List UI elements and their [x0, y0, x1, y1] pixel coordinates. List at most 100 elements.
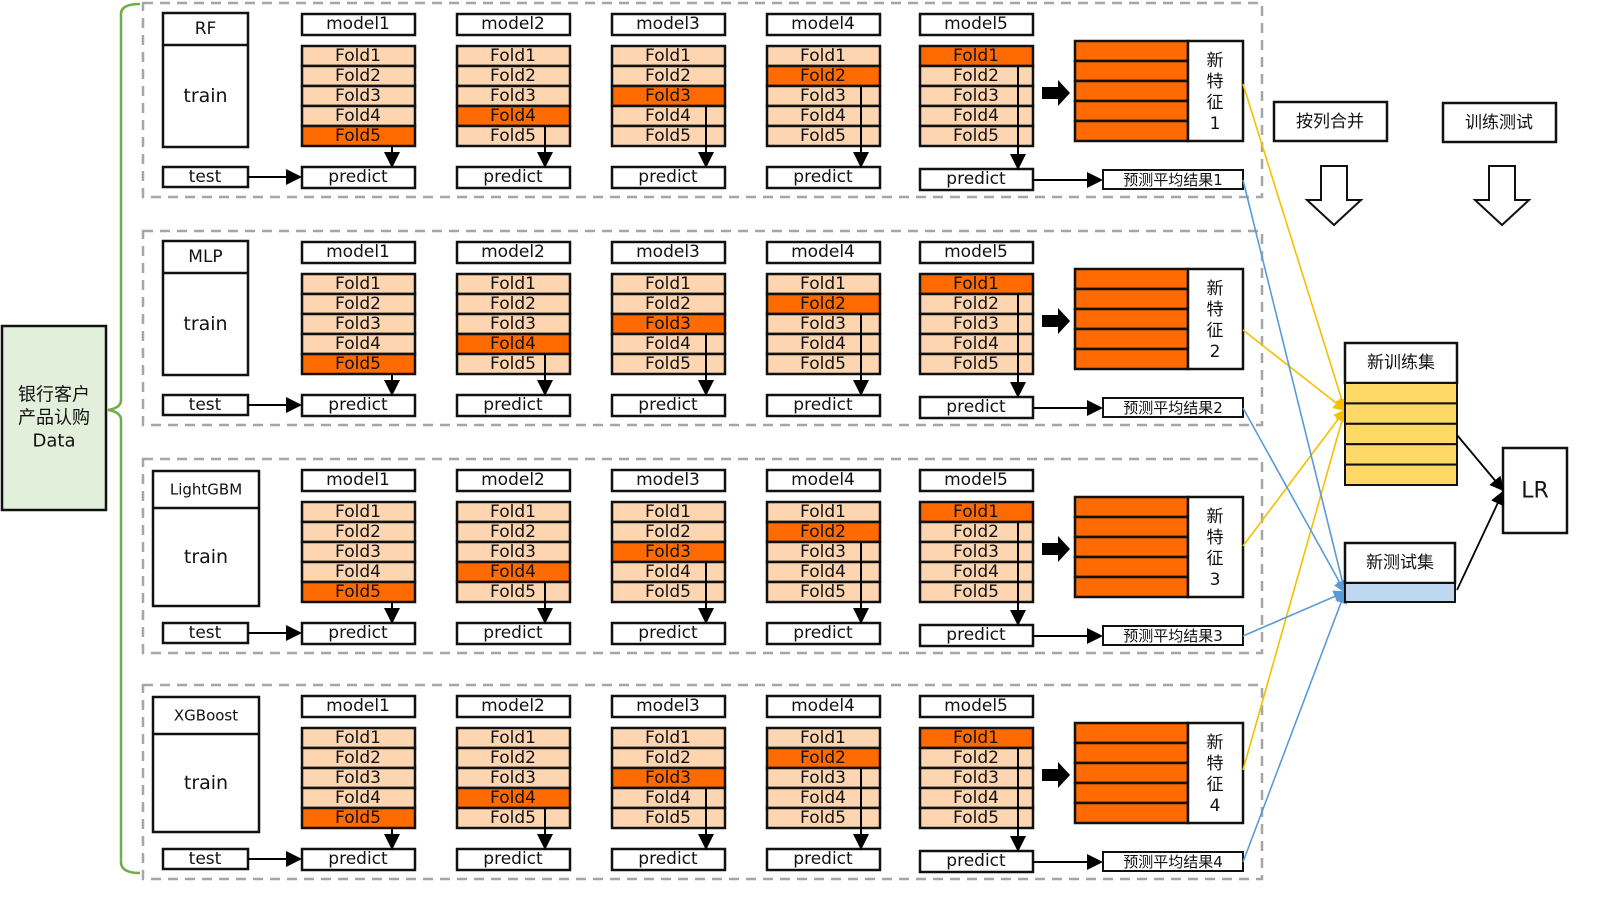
algorithm-name: XGBoost [174, 707, 238, 725]
train-label: train [184, 772, 228, 794]
fold-label: Fold2 [490, 522, 536, 542]
fold-label: Fold4 [490, 334, 536, 354]
train-label: train [183, 313, 227, 335]
avg-to-test-line [1242, 179, 1349, 594]
new-feature-row [1073, 39, 1190, 63]
fold-label: Fold5 [335, 126, 381, 146]
predict-label: predict [638, 849, 698, 869]
fold-label: Fold2 [800, 66, 846, 86]
fold-label: Fold3 [953, 314, 999, 334]
new-train-set-header [1343, 341, 1459, 385]
fold-label: Fold3 [953, 542, 999, 562]
lr-model-box [1501, 446, 1569, 535]
fold-label: Fold3 [645, 542, 691, 562]
model-label: model5 [944, 696, 1008, 716]
new-feature-row [1073, 119, 1190, 143]
new-feature-row [1073, 721, 1190, 745]
train-test-step-box [1441, 101, 1558, 144]
fold-label: Fold4 [800, 106, 846, 126]
fold-label: Fold2 [800, 294, 846, 314]
fold-label: Fold5 [800, 582, 846, 602]
model-label: model1 [326, 242, 390, 262]
new-feature-label-box [1186, 721, 1245, 825]
fold-row [918, 806, 1035, 830]
fold-label: Fold1 [335, 502, 381, 522]
predict-box [455, 847, 572, 872]
fold-label: Fold2 [335, 66, 381, 86]
algorithm-box [161, 11, 250, 149]
feature-to-train-line [1242, 83, 1348, 412]
new-feature-label: 征 [1207, 93, 1224, 113]
model-label-box [300, 468, 417, 493]
new-feature-label: 新 [1207, 51, 1224, 71]
section-rf: RFtraintestmodel1Fold1Fold2Fold3Fold4Fol… [141, 1, 1264, 199]
new-train-set-label: 新训练集 [1367, 353, 1435, 373]
fold-label: Fold2 [645, 748, 691, 768]
new-feature-row [1073, 99, 1190, 123]
fold-label: Fold2 [645, 294, 691, 314]
predict-box [765, 165, 882, 190]
fold-row [300, 352, 417, 376]
fold-label: Fold3 [800, 314, 846, 334]
fold-label: Fold4 [645, 334, 691, 354]
merge-step-box [1272, 100, 1389, 143]
fold-label: Fold1 [490, 274, 536, 294]
model-label-box [918, 468, 1035, 493]
fold-label: Fold2 [800, 748, 846, 768]
new-feature-label: 特 [1207, 72, 1224, 92]
predict-label: predict [483, 395, 543, 415]
test-label: test [189, 395, 222, 415]
fold-label: Fold2 [953, 66, 999, 86]
fold-label: Fold3 [335, 768, 381, 788]
fold-label: Fold4 [335, 334, 381, 354]
fold-label: Fold1 [953, 46, 999, 66]
source-data-label: 产品认购 [18, 408, 90, 429]
model-label-box [918, 12, 1035, 37]
new-feature-row [1073, 79, 1190, 103]
block-arrow-icon [1042, 762, 1070, 788]
avg-to-test-line [1242, 407, 1346, 594]
predict-box [610, 847, 727, 872]
fold-label: Fold4 [800, 788, 846, 808]
new-feature-label: 特 [1207, 528, 1224, 548]
model-label: model2 [481, 696, 545, 716]
predict-box [300, 165, 417, 190]
fold-row [300, 806, 417, 830]
fold-label: Fold2 [490, 294, 536, 314]
fold-label: Fold1 [645, 46, 691, 66]
predict-label: predict [328, 167, 388, 187]
model-label: model1 [326, 14, 390, 34]
new-train-set-row [1344, 443, 1458, 466]
fold-label: Fold1 [335, 274, 381, 294]
fold-label: Fold2 [953, 522, 999, 542]
section-dashed-frame [141, 1, 1264, 199]
avg-to-test-line [1242, 590, 1348, 863]
fold-label: Fold1 [953, 274, 999, 294]
model-label-box [610, 12, 727, 37]
model-label-box [610, 468, 727, 493]
new-feature-label: 4 [1210, 796, 1221, 816]
data-brace [107, 2, 141, 875]
predict-label: predict [483, 849, 543, 869]
source-data-label: Data [33, 431, 76, 452]
model-label-box [300, 694, 417, 719]
new-feature-row [1073, 555, 1190, 579]
predict-box [300, 847, 417, 872]
train-label: train [183, 85, 227, 107]
fold-label: Fold4 [645, 788, 691, 808]
model-label: model4 [791, 696, 855, 716]
fold-label: Fold5 [490, 126, 536, 146]
new-feature-row [1073, 801, 1190, 825]
section-lightgbm: LightGBMtraintestmodel1Fold1Fold2Fold3Fo… [141, 457, 1264, 655]
fold-label: Fold3 [800, 86, 846, 106]
predict-label: predict [483, 623, 543, 643]
fold-label: Fold2 [490, 748, 536, 768]
new-feature-label: 2 [1210, 342, 1221, 362]
fold-row [610, 806, 727, 830]
fold-label: Fold2 [490, 66, 536, 86]
model-label: model4 [791, 470, 855, 490]
model-label-box [918, 694, 1035, 719]
block-arrow-icon [1042, 536, 1070, 562]
fold-label: Fold5 [953, 126, 999, 146]
test-label: test [189, 849, 222, 869]
